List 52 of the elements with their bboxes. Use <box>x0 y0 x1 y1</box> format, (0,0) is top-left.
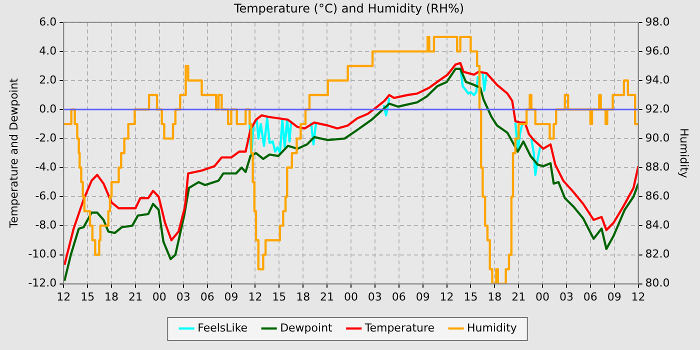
x-tick-label: 18 <box>104 290 119 304</box>
x-tick-label: 03 <box>368 290 382 304</box>
x-tick-label: 09 <box>607 290 622 304</box>
x-tick-label: 00 <box>536 290 550 304</box>
y-tick-label: 4.0 <box>39 44 57 58</box>
x-tick-label: 06 <box>200 290 214 304</box>
y-tick-label: 0.0 <box>39 102 57 116</box>
x-tick-label: 06 <box>392 290 406 304</box>
legend-label: Dewpoint <box>280 321 334 334</box>
y-tick-label: 6.0 <box>39 15 57 28</box>
x-tick-label: 15 <box>464 290 478 304</box>
x-tick-label: 18 <box>488 290 502 304</box>
y2-tick-label: 84.0 <box>645 218 670 232</box>
x-tick-label: 12 <box>440 290 454 304</box>
y-tick-label: 2.0 <box>39 73 57 86</box>
y-tick-label: -2.0 <box>35 131 57 144</box>
y2-axis-title: Humidity <box>678 128 691 179</box>
y2-tick-label: 92.0 <box>645 102 670 116</box>
y2-tick-label: 98.0 <box>645 15 670 28</box>
legend-label: Temperature <box>364 321 435 334</box>
y2-tick-label: 80.0 <box>645 276 670 290</box>
x-tick-label: 18 <box>296 290 310 304</box>
legend-label: FeelsLike <box>198 321 248 334</box>
y-tick-label: -6.0 <box>35 190 57 203</box>
x-tick-label: 21 <box>320 290 334 304</box>
y2-tick-label: 88.0 <box>645 160 670 174</box>
y-tick-label: -4.0 <box>35 160 57 174</box>
y2-tick-label: 82.0 <box>645 248 670 261</box>
x-tick-label: 15 <box>80 290 95 304</box>
x-tick-label: 00 <box>344 290 358 304</box>
x-tick-label: 12 <box>248 290 262 304</box>
legend-label: Humidity <box>467 321 518 334</box>
y2-tick-label: 96.0 <box>645 44 670 58</box>
x-tick-label: 09 <box>416 290 430 304</box>
x-tick-label: 21 <box>128 290 142 304</box>
y2-tick-label: 94.0 <box>645 73 670 86</box>
y-axis-title: Temperature and Dewpoint <box>7 78 20 229</box>
x-tick-label: 03 <box>559 290 574 304</box>
y2-tick-label: 90.0 <box>645 131 670 144</box>
x-tick-label: 21 <box>512 290 526 304</box>
chart-title: Temperature (°C) and Humidity (RH%) <box>232 1 464 16</box>
y-tick-label: -12.0 <box>28 276 57 290</box>
y-tick-label: -8.0 <box>35 218 57 232</box>
x-tick-label: 12 <box>631 290 646 304</box>
x-tick-label: 00 <box>152 290 166 304</box>
x-tick-label: 03 <box>176 290 190 304</box>
y-tick-label: -10.0 <box>28 248 57 261</box>
x-tick-label: 12 <box>56 290 71 304</box>
y2-tick-label: 86.0 <box>645 190 670 203</box>
x-tick-label: 15 <box>272 290 286 304</box>
x-tick-label: 06 <box>583 290 598 304</box>
x-tick-label: 09 <box>224 290 238 304</box>
